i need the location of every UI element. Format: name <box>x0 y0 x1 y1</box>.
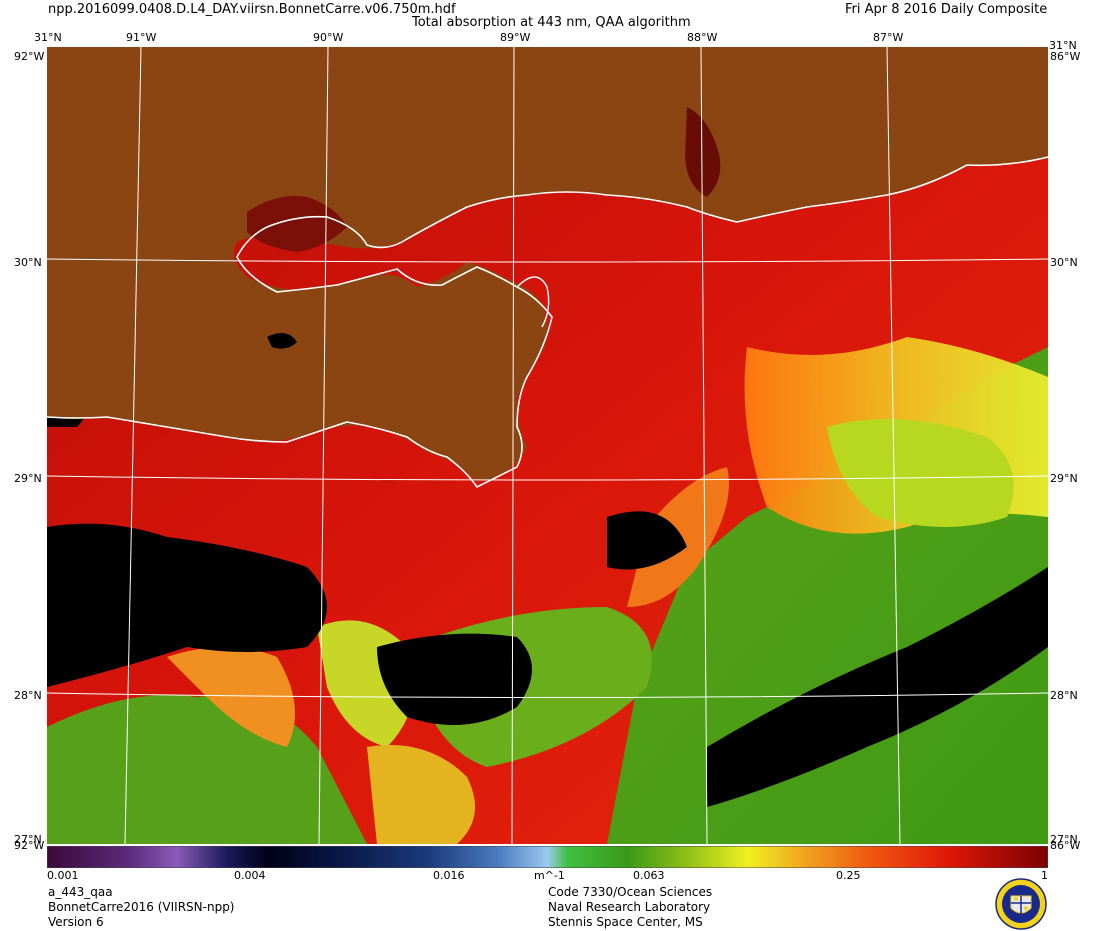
colorbar <box>47 846 1048 868</box>
absorption-map <box>47 47 1048 844</box>
colorbar-tick-1: 1 <box>1041 869 1048 882</box>
no-data-southeast <box>707 567 1048 807</box>
lon-label-corner-tl: 92°W <box>14 50 45 63</box>
lat-label-bottom-right: 27°N <box>1050 833 1078 846</box>
region-name: BonnetCarre2016 (VIIRSN-npp) <box>48 900 235 914</box>
colorbar-unit: m^-1 <box>534 869 565 882</box>
org-line-1: Code 7330/Ocean Sciences <box>548 885 713 899</box>
version-label: Version 6 <box>48 915 104 929</box>
lat-label-top-right: 31°N <box>1049 39 1077 52</box>
no-data-west <box>47 523 327 687</box>
land-mass <box>47 47 1048 481</box>
lon-label-87w: 87°W <box>873 31 904 44</box>
map-title: Total absorption at 443 nm, QAA algorith… <box>412 15 691 30</box>
plume-core-east <box>827 419 1014 527</box>
nrl-seal-icon <box>995 878 1047 930</box>
graticule <box>47 47 1048 844</box>
lon-label-corner-tr: 86°W <box>1050 50 1081 63</box>
filename-label: npp.2016099.0408.D.L4_DAY.viirsn.BonnetC… <box>48 2 456 17</box>
lat-label-bottom-left: 27°N <box>14 833 42 846</box>
lon-label-91w: 91°W <box>126 31 157 44</box>
plume-south <box>367 745 475 844</box>
chandeleur-islands <box>516 276 550 328</box>
org-line-3: Stennis Space Center, MS <box>548 915 703 929</box>
lake-pontchartrain <box>247 196 347 252</box>
lat-label-28n-left: 28°N <box>14 689 42 702</box>
lat-label-29n-right: 29°N <box>1050 472 1078 485</box>
colorbar-tick-0.004: 0.004 <box>234 869 266 882</box>
product-name: a_443_qaa <box>48 885 113 899</box>
mobile-bay <box>685 107 721 197</box>
lon-label-88w: 88°W <box>687 31 718 44</box>
colorbar-tick-0.016: 0.016 <box>433 869 465 882</box>
coastline <box>47 156 1048 489</box>
org-line-2: Naval Research Laboratory <box>548 900 711 914</box>
lat-label-top-left: 31°N <box>34 31 62 44</box>
lat-label-28n-right: 28°N <box>1050 689 1078 702</box>
lat-label-30n-right: 30°N <box>1050 256 1078 269</box>
lon-label-89w: 89°W <box>500 31 531 44</box>
lon-label-corner-bl: 92°W <box>14 839 45 852</box>
date-label: Fri Apr 8 2016 Daily Composite <box>845 2 1048 17</box>
plume-southwest <box>167 647 295 747</box>
lat-label-30n-left: 30°N <box>14 256 42 269</box>
no-data-plume <box>607 511 687 570</box>
no-data-central <box>377 633 532 725</box>
lon-label-corner-br: 86°W <box>1050 839 1081 852</box>
lat-label-29n-left: 29°N <box>14 472 42 485</box>
lon-label-90w: 90°W <box>313 31 344 44</box>
colorbar-tick-0.25: 0.25 <box>836 869 861 882</box>
inland-lake <box>267 333 297 349</box>
colorbar-tick-0.001: 0.001 <box>47 869 79 882</box>
colorbar-tick-0.063: 0.063 <box>633 869 665 882</box>
